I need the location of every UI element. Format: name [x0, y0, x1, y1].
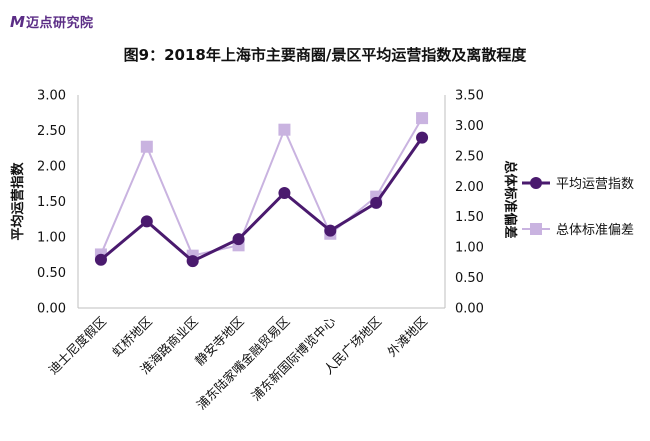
- data-point-std-dev: [416, 112, 429, 125]
- logo-text: 迈点研究院: [25, 16, 94, 31]
- x-tick-label: 虹桥地区: [109, 314, 155, 360]
- y-tick-label: 2.00: [37, 160, 66, 175]
- data-point-avg-index: [94, 253, 107, 266]
- legend-marker-square: [530, 223, 542, 235]
- data-point-avg-index: [370, 196, 383, 209]
- y2-tick-label: 3.50: [455, 89, 484, 104]
- x-tick-label: 外滩地区: [384, 314, 430, 360]
- y2-tick-label: 2.50: [455, 149, 484, 164]
- series-line-std-dev: [100, 117, 423, 257]
- y2-axis-title: 总体标准偏差: [502, 160, 518, 238]
- data-point-avg-index: [416, 131, 429, 144]
- y-tick-label: 2.50: [37, 124, 66, 139]
- y2-tick-label: 1.00: [455, 241, 484, 256]
- x-tick-label: 迪士尼度假区: [45, 314, 109, 378]
- chart-title: 图9：2018年上海市主要商圈/景区平均运营指数及离散程度: [123, 46, 527, 64]
- legend-label: 总体标准偏差: [556, 223, 634, 238]
- data-point-std-dev: [140, 140, 153, 153]
- data-point-std-dev: [278, 123, 291, 136]
- y2-tick-label: 2.00: [455, 180, 484, 195]
- logo: M 迈点研究院: [10, 12, 94, 32]
- data-point-avg-index: [232, 233, 245, 246]
- x-tick-label: 浦东新国际博览中心: [248, 313, 339, 404]
- data-point-avg-index: [186, 255, 199, 268]
- y-tick-label: 1.50: [37, 195, 66, 210]
- y2-tick-label: 1.50: [455, 210, 484, 225]
- y-axis-title: 平均运营指数: [10, 162, 26, 241]
- series-line-avg-index: [99, 136, 424, 263]
- legend-label: 平均运营指数: [556, 177, 634, 192]
- y-tick-label: 1.00: [37, 231, 66, 246]
- legend-marker-circle: [530, 177, 542, 189]
- data-point-avg-index: [278, 186, 291, 199]
- y2-tick-label: 0.50: [455, 271, 484, 286]
- y2-tick-label: 3.00: [455, 119, 484, 134]
- y-tick-label: 0.00: [37, 302, 66, 317]
- y-tick-label: 3.00: [37, 89, 66, 104]
- data-point-avg-index: [140, 215, 153, 228]
- y-tick-label: 0.50: [37, 266, 66, 281]
- logo-mark: M: [10, 12, 25, 31]
- y2-tick-label: 0.00: [455, 302, 484, 317]
- data-point-avg-index: [324, 224, 337, 237]
